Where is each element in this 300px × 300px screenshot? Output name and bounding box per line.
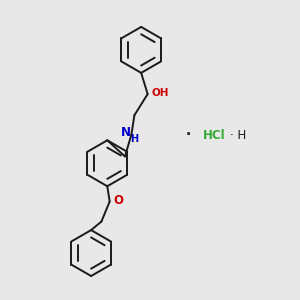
Text: O: O [114,194,124,207]
Text: · H: · H [230,129,246,142]
Text: HCl: HCl [203,129,226,142]
Text: ·: · [186,128,191,142]
Text: N: N [121,126,131,140]
Text: H: H [130,134,139,144]
Text: OH: OH [152,88,169,98]
